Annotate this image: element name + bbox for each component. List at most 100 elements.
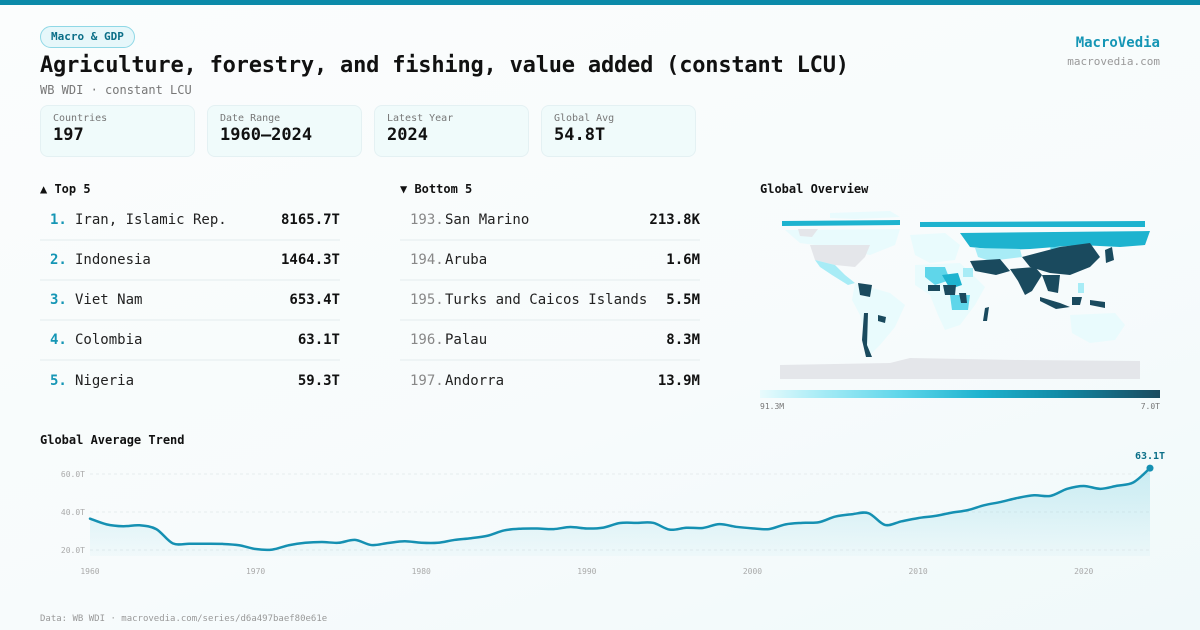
- stat-card-latest-year: Latest Year 2024: [374, 105, 529, 157]
- map-region-greenland[interactable]: [830, 211, 900, 219]
- country-value: 5.5M: [666, 292, 700, 308]
- stat-cards: Countries 197 Date Range 1960–2024 Lates…: [40, 105, 696, 157]
- rank-number: 196.: [410, 332, 444, 348]
- svg-text:1960: 1960: [80, 567, 99, 576]
- map-region-alaska[interactable]: [798, 229, 818, 237]
- stat-value: 2024: [387, 125, 428, 145]
- brand: MacroVedia macrovedia.com: [1067, 35, 1160, 68]
- list-item[interactable]: 1. Iran, Islamic Rep. 8165.7T: [40, 201, 340, 241]
- map-region-sahel[interactable]: [925, 267, 950, 285]
- svg-text:2010: 2010: [908, 567, 927, 576]
- country-value: 213.8K: [649, 212, 700, 228]
- y-axis-ticks: 20.0T 40.0T 60.0T: [61, 470, 85, 555]
- map-region-australia[interactable]: [1070, 313, 1125, 343]
- bottom5-list: 193. San Marino 213.8K 194. Aruba 1.6M 195…: [400, 201, 700, 401]
- rank-number: 197.: [410, 373, 444, 389]
- stat-card-countries: Countries 197: [40, 105, 195, 157]
- map-region-west-africa[interactable]: [928, 285, 940, 291]
- list-item[interactable]: 196. Palau 8.3M: [400, 321, 700, 361]
- list-item[interactable]: 197. Andorra 13.9M: [400, 361, 700, 401]
- map-region-chile[interactable]: [862, 313, 872, 357]
- map-region-india[interactable]: [1010, 267, 1042, 295]
- map-region-usa[interactable]: [810, 245, 870, 267]
- list-item[interactable]: 193. San Marino 213.8K: [400, 201, 700, 241]
- rank-number: 194.: [410, 252, 444, 268]
- map-region-paraguay[interactable]: [878, 315, 886, 323]
- map-region-colombia[interactable]: [858, 283, 872, 297]
- map-region-iran[interactable]: [970, 259, 1010, 275]
- country-name: Indonesia: [75, 252, 151, 268]
- legend-min-label: 91.3M: [760, 402, 785, 411]
- trend-line[interactable]: [88, 466, 1152, 552]
- country-value: 63.1T: [297, 332, 340, 348]
- rank-number: 2.: [50, 252, 67, 268]
- svg-text:20.0T: 20.0T: [61, 546, 85, 555]
- map-region-russia[interactable]: [960, 231, 1150, 250]
- country-name: Iran, Islamic Rep.: [75, 212, 227, 228]
- country-value: 8.3M: [666, 332, 700, 348]
- map-region-papua[interactable]: [1090, 300, 1105, 308]
- latest-point-marker[interactable]: [1146, 464, 1154, 472]
- map-region-mexico[interactable]: [815, 260, 855, 285]
- country-name: Colombia: [75, 332, 143, 348]
- list-item[interactable]: 194. Aruba 1.6M: [400, 241, 700, 281]
- list-item[interactable]: 4. Colombia 63.1T: [40, 321, 340, 361]
- map-region-arctic[interactable]: [782, 220, 900, 226]
- rank-number: 193.: [410, 212, 444, 228]
- list-item[interactable]: 195. Turks and Caicos Islands 5.5M: [400, 281, 700, 321]
- legend-max-label: 7.0T: [1140, 402, 1160, 411]
- map-region-east-africa[interactable]: [959, 293, 967, 303]
- page-subtitle: WB WDI · constant LCU: [40, 83, 192, 97]
- map-region-egypt[interactable]: [963, 268, 973, 277]
- map-region-indonesia-sumatra[interactable]: [1040, 297, 1070, 309]
- svg-text:60.0T: 60.0T: [61, 470, 85, 479]
- country-value: 59.3T: [297, 373, 340, 389]
- world-choropleth-map[interactable]: [760, 205, 1160, 385]
- map-title: Global Overview: [760, 182, 869, 196]
- map-region-kazakhstan[interactable]: [975, 248, 1022, 261]
- country-value: 1464.3T: [280, 252, 340, 268]
- map-region-canada[interactable]: [785, 229, 900, 255]
- map-region-china[interactable]: [1022, 243, 1100, 275]
- rank-number: 5.: [50, 373, 67, 389]
- page-title: Agriculture, forestry, and fishing, valu…: [40, 53, 849, 78]
- map-region-nigeria[interactable]: [943, 285, 956, 295]
- list-item[interactable]: 5. Nigeria 59.3T: [40, 361, 340, 401]
- top-accent-bar: [0, 0, 1200, 5]
- country-name: Aruba: [445, 252, 488, 268]
- stat-value: 197: [53, 125, 84, 145]
- stat-label: Countries: [53, 113, 108, 124]
- global-average-trend-chart[interactable]: 20.0T 40.0T 60.0T 1960 1970 1980 1990 2000 2010…: [0, 445, 1200, 585]
- stat-label: Latest Year: [387, 113, 454, 124]
- brand-name[interactable]: MacroVedia: [1075, 35, 1160, 51]
- map-region-madagascar[interactable]: [983, 307, 989, 321]
- country-name: Turks and Caicos Islands: [445, 292, 648, 308]
- map-region-southeast-asia[interactable]: [1042, 275, 1060, 293]
- map-region-antarctica[interactable]: [780, 358, 1140, 379]
- category-tag[interactable]: Macro & GDP: [40, 26, 135, 48]
- map-region-japan[interactable]: [1105, 247, 1114, 263]
- country-value: 13.9M: [657, 373, 700, 389]
- stat-card-global-avg: Global Avg 54.8T: [541, 105, 696, 157]
- map-region-niger-chad[interactable]: [942, 273, 962, 289]
- map-region-philippines[interactable]: [1078, 283, 1084, 293]
- list-item[interactable]: 2. Indonesia 1464.3T: [40, 241, 340, 281]
- stat-card-date-range: Date Range 1960–2024: [207, 105, 362, 157]
- svg-text:40.0T: 40.0T: [61, 508, 85, 517]
- svg-text:1980: 1980: [412, 567, 431, 576]
- svg-text:2000: 2000: [743, 567, 762, 576]
- bottom5-title: ▼ Bottom 5: [400, 182, 473, 196]
- stat-value: 1960–2024: [220, 125, 313, 145]
- map-region-arctic-east[interactable]: [920, 221, 1145, 227]
- country-name: Nigeria: [75, 373, 135, 389]
- country-name: Viet Nam: [75, 292, 143, 308]
- map-region-europe[interactable]: [910, 233, 960, 263]
- latest-value-label: 63.1T: [1135, 451, 1165, 462]
- brand-url[interactable]: macrovedia.com: [1067, 55, 1160, 68]
- rank-number: 3.: [50, 292, 67, 308]
- rank-number: 1.: [50, 212, 67, 228]
- map-region-indonesia-borneo[interactable]: [1072, 297, 1082, 305]
- stat-value: 54.8T: [554, 125, 606, 145]
- list-item[interactable]: 3. Viet Nam 653.4T: [40, 281, 340, 321]
- top5-list: 1. Iran, Islamic Rep. 8165.7T 2. Indonesia…: [40, 201, 340, 401]
